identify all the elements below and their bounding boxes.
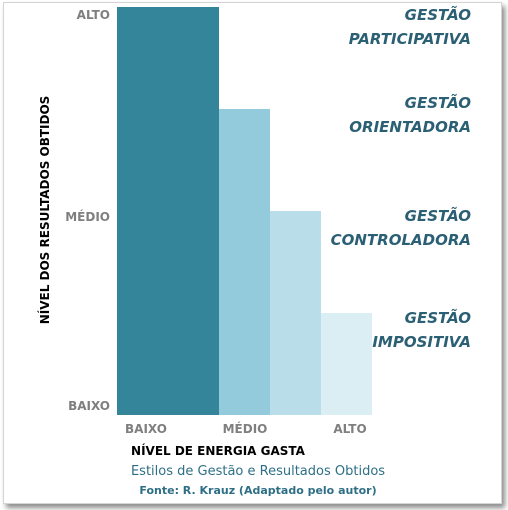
- bar-1: [117, 7, 219, 415]
- figure-source: Fonte: R. Krauz (Adaptado pelo autor): [139, 484, 376, 497]
- x-tick-label: ALTO: [333, 422, 366, 436]
- y-axis-title: NÍVEL DOS RESULTADOS OBTIDOS: [37, 96, 52, 325]
- y-tick-label: MÉDIO: [65, 209, 110, 224]
- bar-3: [270, 211, 321, 415]
- y-tick-label: ALTO: [77, 8, 110, 22]
- category-labels-group: GESTÃO PARTICIPATIVA GESTÃO ORIENTADORA GEST…: [331, 5, 472, 351]
- category-label-1-line-1: GESTÃO: [405, 5, 472, 24]
- category-label-2-line-2: ORIENTADORA: [349, 118, 471, 136]
- category-label-3-line-2: CONTROLADORA: [331, 231, 471, 249]
- y-tick-label: BAIXO: [68, 399, 110, 413]
- x-tick-label: MÉDIO: [223, 421, 268, 436]
- bar-4: [321, 313, 372, 415]
- category-label-2-line-1: GESTÃO: [405, 93, 472, 112]
- ticks-group: BAIXO MÉDIO ALTO BAIXO MÉDIO ALTO: [65, 8, 366, 436]
- category-label-4-line-2: IMPOSITIVA: [372, 333, 471, 351]
- category-label-3-line-1: GESTÃO: [405, 206, 472, 225]
- x-tick-label: BAIXO: [125, 422, 167, 436]
- category-label-4-line-1: GESTÃO: [405, 308, 472, 327]
- x-axis-title: NÍVEL DE ENERGIA GASTA: [131, 443, 306, 458]
- bars-group: [117, 7, 372, 415]
- category-label-1-line-2: PARTICIPATIVA: [349, 30, 471, 48]
- figure-caption: Estilos de Gestão e Resultados Obtidos: [131, 464, 385, 479]
- bar-2: [219, 109, 270, 415]
